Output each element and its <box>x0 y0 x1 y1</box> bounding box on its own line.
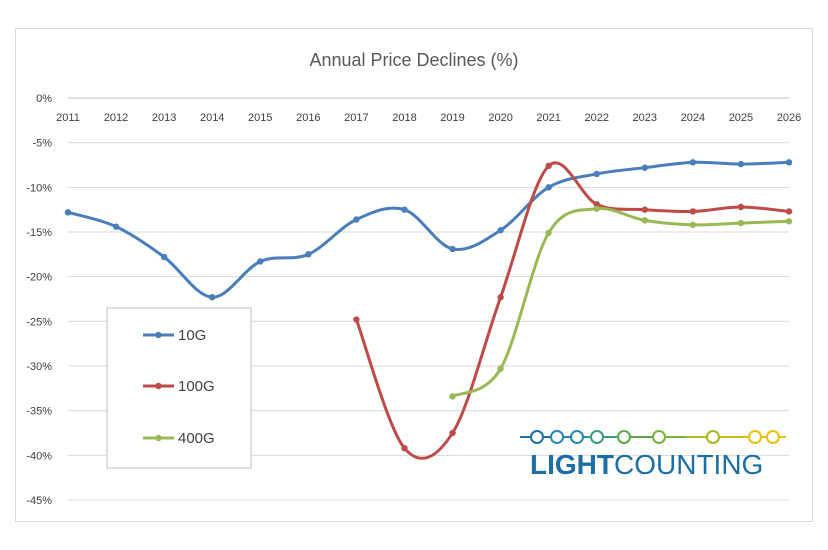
logo-circle <box>706 430 720 444</box>
x-tick-label: 2023 <box>633 112 657 124</box>
data-point-100G <box>689 208 697 215</box>
data-point-400G <box>593 205 600 212</box>
x-tick-label: 2011 <box>56 112 80 124</box>
logo-circle <box>652 430 666 444</box>
x-tick-label: 2022 <box>584 112 608 124</box>
data-point-10G <box>353 216 360 223</box>
lightcounting-logo: LIGHTCOUNTING <box>520 430 786 480</box>
data-point-10G <box>449 245 456 253</box>
x-tick-label: 2021 <box>536 112 560 124</box>
y-tick-label: -35% <box>26 406 52 418</box>
data-point-100G <box>353 316 360 323</box>
y-tick-label: -25% <box>26 316 52 328</box>
data-point-10G <box>401 206 408 213</box>
logo-circle <box>550 430 564 444</box>
y-tick-label: -20% <box>26 272 52 284</box>
legend-box <box>106 307 252 469</box>
data-point-10G <box>112 223 120 230</box>
logo-circle <box>617 430 631 444</box>
x-tick-label: 2015 <box>248 112 272 124</box>
data-point-100G <box>545 162 552 170</box>
data-point-100G <box>401 444 408 452</box>
y-axis-ticks: 0% -5% -10% -15% -20% -25% -30% -35% -40% -45% <box>26 93 52 507</box>
legend: 10G 100G 400G <box>106 307 252 469</box>
data-point-10G <box>593 170 600 178</box>
y-tick-label: -40% <box>26 450 52 462</box>
logo-circle <box>766 430 780 444</box>
logo-text: LIGHTCOUNTING <box>530 449 763 480</box>
data-point-400G <box>689 221 697 229</box>
data-point-10G <box>785 159 793 166</box>
logo-circle <box>530 430 544 444</box>
data-point-10G <box>64 209 72 216</box>
data-point-400G <box>545 229 552 237</box>
x-tick-label: 2012 <box>104 112 128 124</box>
x-tick-label: 2013 <box>152 112 176 124</box>
x-tick-label: 2017 <box>344 112 368 124</box>
data-point-10G <box>305 251 312 258</box>
legend-label-10G: 10G <box>178 327 206 344</box>
data-point-400G <box>785 218 793 225</box>
data-point-10G <box>497 227 504 234</box>
x-axis-ticks: 2011 2012 2013 2014 2015 2016 2017 2018 2019 2020… <box>56 112 801 124</box>
series-line-400G <box>451 207 791 398</box>
logo-circle <box>748 430 762 444</box>
y-tick-label: 0% <box>36 93 52 105</box>
data-point-10G <box>737 160 745 168</box>
x-tick-label: 2020 <box>488 112 512 124</box>
chart-frame <box>15 28 813 522</box>
data-point-10G <box>257 258 264 265</box>
data-point-400G <box>641 217 648 224</box>
data-point-10G <box>209 294 216 301</box>
x-tick-label: 2014 <box>200 112 224 124</box>
logo-circles-line <box>520 430 786 444</box>
y-tick-label: -30% <box>26 361 52 373</box>
data-point-100G <box>497 294 504 301</box>
y-tick-label: -45% <box>26 495 52 507</box>
y-tick-label: -15% <box>26 227 52 239</box>
data-point-10G <box>641 164 648 171</box>
x-tick-label: 2025 <box>729 112 753 124</box>
data-point-100G <box>593 201 600 208</box>
x-tick-label: 2018 <box>392 112 416 124</box>
x-tick-label: 2024 <box>681 112 705 124</box>
data-point-400G <box>497 365 504 372</box>
logo-circle <box>570 430 584 444</box>
series-line-100G <box>354 161 791 460</box>
x-tick-label: 2026 <box>777 112 801 124</box>
data-point-100G <box>449 429 456 437</box>
data-point-10G <box>545 184 552 191</box>
legend-marker-10G <box>155 331 162 339</box>
legend-marker-400G <box>155 434 162 442</box>
logo-circle <box>590 430 604 444</box>
data-point-100G <box>641 206 648 213</box>
legend-label-100G: 100G <box>178 378 215 395</box>
data-point-400G <box>737 219 745 227</box>
legend-marker-100G <box>155 382 162 390</box>
y-tick-label: -5% <box>32 138 52 150</box>
y-tick-label: -10% <box>26 182 52 194</box>
chart-title: Annual Price Declines (%) <box>309 50 518 70</box>
logo-text-regular: COUNTING <box>614 449 763 480</box>
data-point-10G <box>160 253 168 261</box>
data-point-100G <box>737 203 745 211</box>
data-point-400G <box>449 393 456 400</box>
x-tick-label: 2016 <box>296 112 320 124</box>
data-point-100G <box>785 208 793 215</box>
series-line-10G <box>66 160 791 299</box>
series-points <box>64 159 793 452</box>
data-point-10G <box>689 159 697 166</box>
x-tick-label: 2019 <box>440 112 464 124</box>
legend-label-400G: 400G <box>178 430 215 447</box>
logo-text-bold: LIGHT <box>530 449 614 480</box>
